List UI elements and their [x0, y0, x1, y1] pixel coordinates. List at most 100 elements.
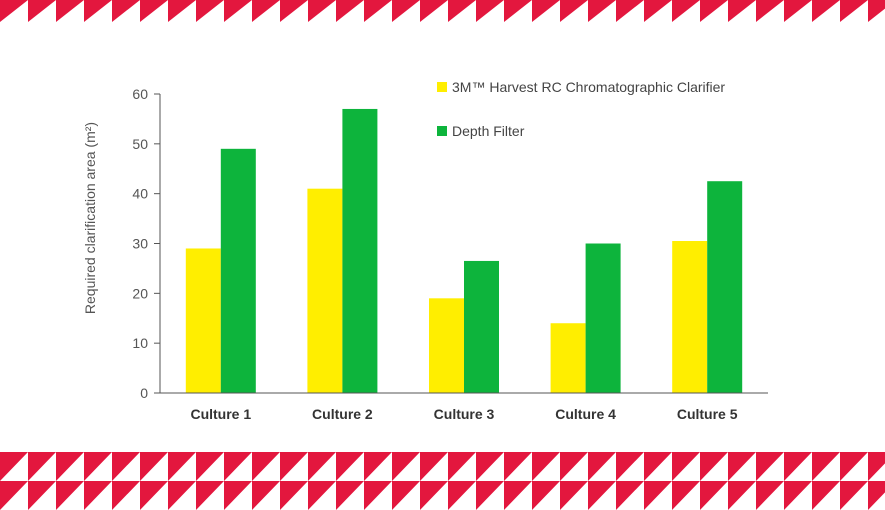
band-triangle [364, 452, 392, 481]
band-triangle [448, 0, 476, 22]
band-triangle [56, 452, 84, 481]
band-triangle [56, 0, 84, 22]
bar-harvest-rc [429, 298, 464, 393]
x-category-label: Culture 1 [190, 406, 251, 422]
legend-swatch [437, 82, 447, 92]
bar-harvest-rc [550, 323, 586, 393]
y-tick-label: 40 [132, 186, 148, 202]
band-triangle [700, 481, 728, 510]
band-triangle [868, 0, 885, 22]
band-triangle [868, 452, 885, 481]
band-triangle [672, 481, 700, 510]
band-triangle [364, 481, 392, 510]
y-tick-label: 30 [132, 236, 148, 252]
band-triangle [28, 0, 56, 22]
band-triangle [868, 481, 885, 510]
band-triangle [812, 0, 840, 22]
band-triangle [476, 452, 504, 481]
band-triangle [532, 481, 560, 510]
bar-harvest-rc [672, 241, 708, 393]
band-triangle [28, 452, 56, 481]
band-triangle [644, 0, 672, 22]
band-triangle [140, 0, 168, 22]
band-triangle [840, 452, 868, 481]
band-triangle [616, 452, 644, 481]
band-triangle [420, 0, 448, 22]
x-category-label: Culture 4 [555, 406, 616, 422]
band-triangle [84, 452, 112, 481]
band-triangle [840, 0, 868, 22]
x-axis-labels: Culture 1 Culture 2 Culture 3 Culture 4 Cult… [190, 406, 737, 422]
bar-depth-filter [585, 243, 621, 393]
band-triangle [392, 452, 420, 481]
band-triangle [560, 0, 588, 22]
band-triangle [728, 452, 756, 481]
x-category-label: Culture 3 [434, 406, 495, 422]
band-triangle [616, 0, 644, 22]
band-triangle [0, 481, 28, 510]
band-triangle [700, 0, 728, 22]
band-triangle [168, 0, 196, 22]
y-tick-label: 10 [132, 335, 148, 351]
band-triangle [308, 481, 336, 510]
legend: 3M™ Harvest RC Chromatographic Clarifier… [437, 79, 725, 139]
band-triangle [28, 481, 56, 510]
legend-label: Depth Filter [452, 123, 525, 139]
band-triangle [280, 0, 308, 22]
band-triangle [280, 452, 308, 481]
band-triangle [700, 452, 728, 481]
x-category-label: Culture 5 [677, 406, 738, 422]
bar-harvest-rc [185, 248, 221, 393]
band-triangle [644, 452, 672, 481]
band-triangle [168, 481, 196, 510]
band-triangle [336, 0, 364, 22]
bar-depth-filter [342, 108, 378, 393]
bar-depth-filter [707, 181, 743, 393]
band-triangle [196, 481, 224, 510]
band-triangle [252, 481, 280, 510]
band-triangle [336, 481, 364, 510]
band-triangle [420, 452, 448, 481]
y-axis-ticks: 0 10 20 30 40 50 60 [132, 86, 160, 401]
x-category-label: Culture 2 [312, 406, 373, 422]
band-triangle [112, 481, 140, 510]
band-triangle [448, 481, 476, 510]
band-triangle [112, 452, 140, 481]
y-tick-label: 60 [132, 86, 148, 102]
band-triangle [756, 0, 784, 22]
band-triangle [252, 0, 280, 22]
band-triangle [224, 0, 252, 22]
band-triangle [560, 452, 588, 481]
y-axis-title: Required clarification area (m²) [82, 122, 98, 314]
bar-harvest-rc [307, 188, 343, 393]
band-triangle [0, 0, 28, 22]
band-triangle [420, 481, 448, 510]
band-triangle [672, 452, 700, 481]
band-triangle [476, 481, 504, 510]
band-triangle [728, 0, 756, 22]
band-triangle [476, 0, 504, 22]
band-triangle [196, 0, 224, 22]
band-triangle [392, 0, 420, 22]
band-triangle [504, 0, 532, 22]
band-triangle [308, 452, 336, 481]
band-triangle [672, 0, 700, 22]
legend-label: 3M™ Harvest RC Chromatographic Clarifier [452, 79, 725, 95]
band-triangle [784, 0, 812, 22]
band-triangle [588, 0, 616, 22]
band-triangle [336, 452, 364, 481]
band-triangle [168, 452, 196, 481]
band-triangle [308, 0, 336, 22]
band-triangle [364, 0, 392, 22]
band-triangle [112, 0, 140, 22]
bars [185, 108, 743, 393]
band-triangle [616, 481, 644, 510]
band-triangle [448, 452, 476, 481]
band-triangle [560, 481, 588, 510]
band-triangle [784, 481, 812, 510]
band-triangle [756, 481, 784, 510]
band-triangle [196, 452, 224, 481]
band-triangle [588, 481, 616, 510]
legend-swatch [437, 126, 447, 136]
